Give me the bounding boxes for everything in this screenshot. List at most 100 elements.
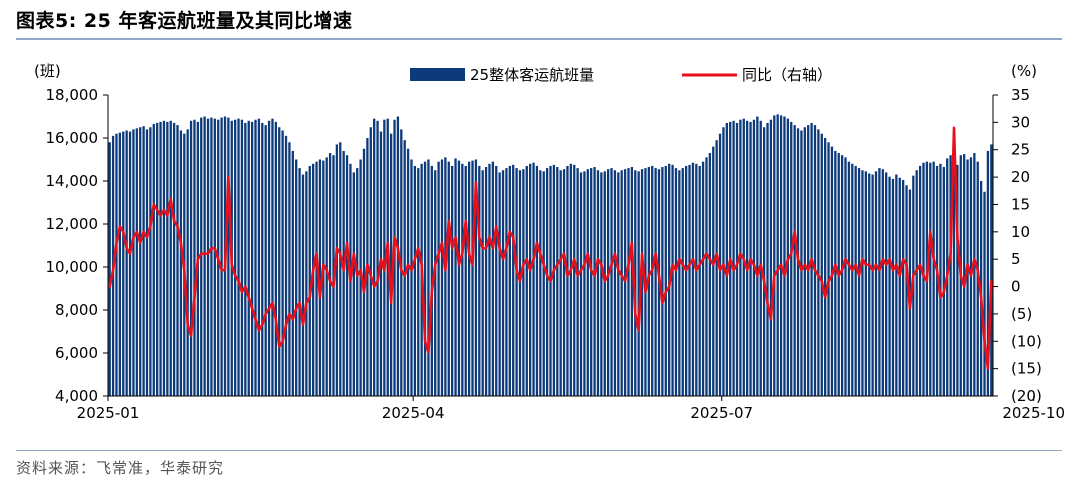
bar <box>522 169 525 396</box>
right-tick-label: (5) <box>1011 305 1032 323</box>
bar <box>430 165 433 396</box>
bar <box>295 159 298 396</box>
bar <box>210 117 213 396</box>
bar <box>254 119 257 396</box>
bar <box>488 163 491 396</box>
bar <box>525 165 528 396</box>
bar <box>562 169 566 396</box>
bar <box>857 168 861 396</box>
bar <box>413 165 417 396</box>
bar <box>495 165 498 396</box>
bar <box>274 121 277 397</box>
bar <box>847 161 851 396</box>
bar <box>590 168 593 396</box>
bar <box>250 121 254 397</box>
bar <box>529 163 532 396</box>
bar <box>362 148 366 396</box>
bar <box>603 171 606 396</box>
bar <box>701 161 705 396</box>
footer-rule <box>16 450 1062 451</box>
bar <box>284 135 288 396</box>
bar <box>539 170 542 396</box>
bar <box>817 129 820 396</box>
bar <box>586 169 589 396</box>
bar <box>834 150 837 396</box>
bar <box>169 120 172 397</box>
bar <box>200 117 203 396</box>
bar <box>512 164 515 396</box>
bar-series <box>108 114 993 397</box>
bar <box>732 120 735 397</box>
bar <box>308 165 311 396</box>
left-tick-label: 18,000 <box>46 86 99 104</box>
bar <box>288 142 291 396</box>
bar <box>596 170 600 396</box>
bar <box>532 162 535 396</box>
bar <box>956 164 959 396</box>
bar <box>637 171 640 396</box>
bar <box>451 165 454 396</box>
legend: 25整体客运航班量 同比（右轴） <box>410 66 832 84</box>
chart-title: 图表5: 25 年客运航班量及其同比增速 <box>16 10 353 32</box>
bar <box>305 171 308 396</box>
bar <box>600 172 603 396</box>
bar <box>654 168 657 396</box>
bar <box>234 119 237 396</box>
bar <box>122 131 125 397</box>
bar <box>915 170 918 396</box>
yoy-line <box>108 126 993 370</box>
bar <box>973 153 976 396</box>
bar <box>186 129 189 396</box>
bar <box>851 163 854 396</box>
bar <box>166 121 169 397</box>
left-tick-label: 12,000 <box>46 215 99 233</box>
bar <box>579 172 583 396</box>
bar <box>115 133 118 396</box>
bar <box>840 155 844 396</box>
bar <box>335 144 339 396</box>
bar <box>746 120 749 397</box>
bar <box>783 116 786 396</box>
bar <box>220 117 223 396</box>
right-tick-label: 15 <box>1011 195 1030 213</box>
bar <box>125 130 128 397</box>
bar <box>505 168 508 396</box>
bar <box>735 122 739 396</box>
bar <box>891 178 895 396</box>
bar <box>471 160 474 396</box>
x-tick-label: 2025-04 <box>382 404 445 422</box>
bar <box>963 154 966 397</box>
bar <box>139 127 142 396</box>
bar <box>918 165 922 396</box>
legend-swatch-bars <box>410 68 465 81</box>
bar <box>651 165 654 396</box>
bar <box>237 118 240 397</box>
bar <box>498 172 501 396</box>
bar <box>807 125 810 396</box>
bar <box>708 153 712 396</box>
bar <box>878 168 881 396</box>
bar <box>762 127 766 396</box>
bar <box>556 167 559 396</box>
bar <box>203 116 206 396</box>
bar <box>620 170 623 396</box>
bar <box>606 169 610 396</box>
bar <box>159 121 162 397</box>
bar <box>935 165 939 396</box>
bar <box>128 131 132 397</box>
bar <box>559 170 562 396</box>
left-tick-label: 10,000 <box>46 258 99 276</box>
bar <box>339 142 342 396</box>
bar <box>712 146 715 396</box>
bar <box>142 126 145 397</box>
bar <box>437 161 440 396</box>
bar <box>756 116 759 396</box>
bar <box>630 167 634 396</box>
bar <box>695 163 698 396</box>
bar <box>613 170 617 396</box>
bar <box>213 118 216 397</box>
bar <box>905 185 908 396</box>
bar <box>583 171 586 396</box>
bar <box>895 174 898 396</box>
bar <box>454 158 457 396</box>
